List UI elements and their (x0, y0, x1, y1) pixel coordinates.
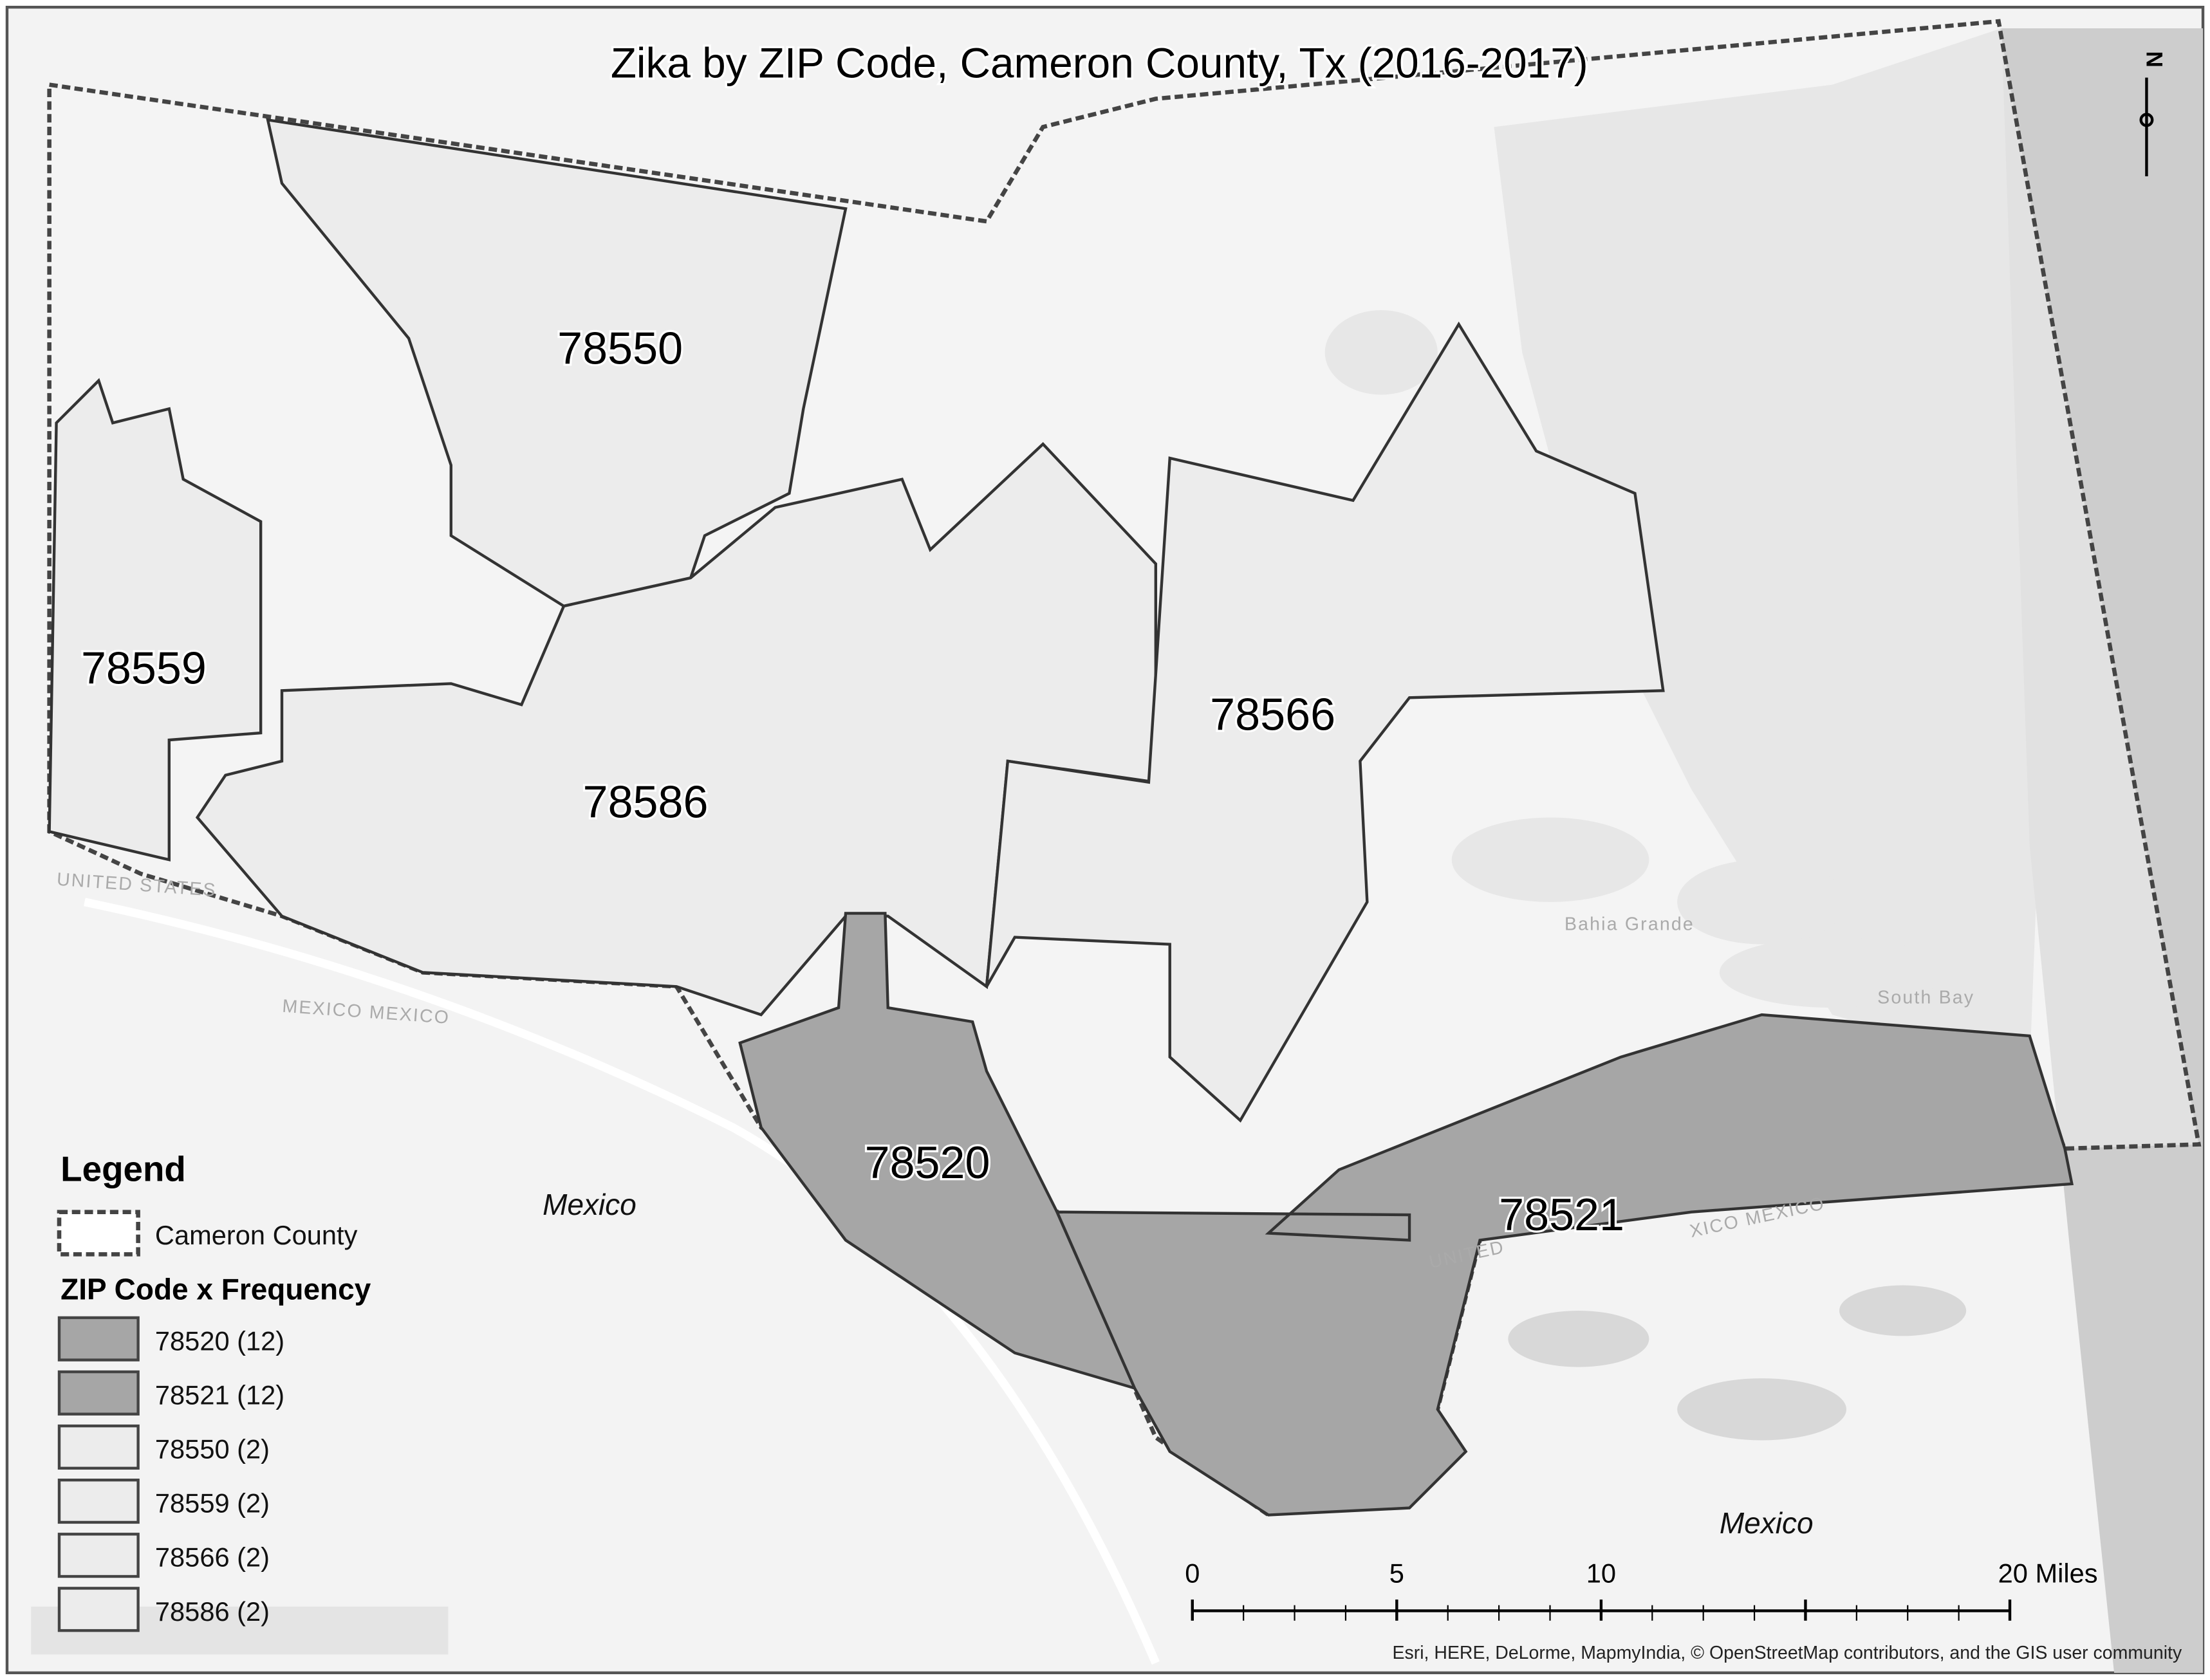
legend-swatch (57, 1424, 140, 1470)
legend-swatch (57, 1370, 140, 1416)
zip-label: 78559 (81, 643, 207, 693)
legend-label: 78520 (12) (155, 1325, 284, 1356)
map-title: Zika by ZIP Code, Cameron County, Tx (20… (611, 40, 1588, 87)
legend-label: 78550 (2) (155, 1434, 270, 1464)
zip-label: 78566 (1210, 690, 1335, 740)
north-arrow: N (2139, 51, 2166, 176)
attribution: Esri, HERE, DeLorme, MapmyIndia, © OpenS… (1393, 1643, 2182, 1663)
zip-label: 78520 (865, 1138, 990, 1188)
legend-swatch (57, 1210, 140, 1257)
legend-swatch (57, 1587, 140, 1632)
legend-swatch (57, 1479, 140, 1524)
scale-label: 10 (1586, 1558, 1616, 1589)
legend-label: 78559 (2) (155, 1488, 270, 1518)
zip-zone (985, 321, 1665, 1123)
legend-swatch (57, 1533, 140, 1578)
place-label: Mexico (1720, 1506, 1814, 1540)
legend-label: Cameron County (155, 1220, 358, 1250)
scale-label: 5 (1389, 1558, 1404, 1589)
legend-label: 78566 (2) (155, 1542, 270, 1573)
zip-zone (1055, 1013, 2074, 1517)
north-label: N (2141, 51, 2166, 68)
legend-items: 78520 (12) 78521 (12) 78550 (2) 78559 (2) 78… (57, 1316, 284, 1632)
highway (84, 898, 1160, 1665)
place-label: South Bay (1877, 988, 1974, 1008)
scale-label: 0 (1185, 1558, 1200, 1589)
place-label: Bahia Grande (1565, 914, 1695, 935)
legend-subtitle: ZIP Code x Frequency (60, 1272, 371, 1306)
zip-label: 78586 (583, 777, 709, 827)
legend-title: Legend (60, 1149, 186, 1188)
zip-zone (48, 378, 263, 862)
legend-label: 78586 (2) (155, 1596, 270, 1627)
legend-swatch (57, 1316, 140, 1362)
zip-label: 78550 (557, 323, 683, 373)
place-label: Mexico (543, 1188, 636, 1221)
scale-bar: 0 5 10 20 Miles (1185, 1558, 2098, 1621)
scale-label: 20 Miles (1998, 1558, 2098, 1589)
zip-label: 78521 (1499, 1190, 1624, 1240)
legend-label: 78521 (12) (155, 1380, 284, 1410)
